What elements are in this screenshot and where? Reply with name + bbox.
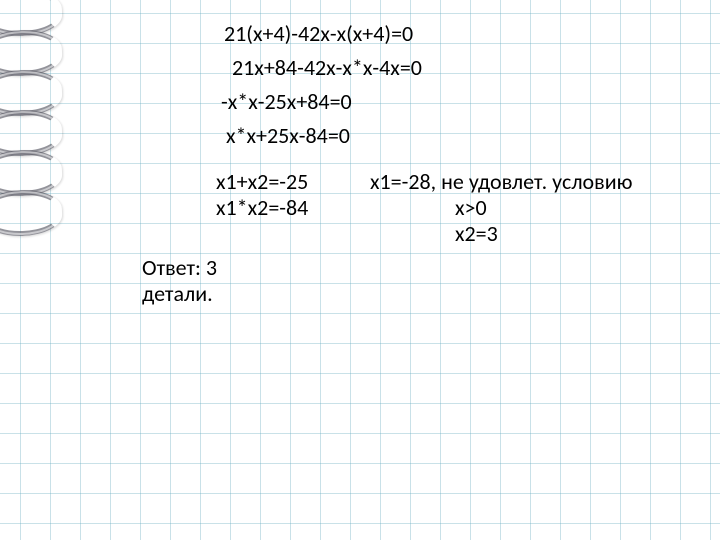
page-root: 21(х+4)-42х-х(х+4)=0 21х+84-42х-х*х-4х=0…: [0, 0, 720, 540]
condition: х>0: [455, 194, 487, 221]
root-2: х2=3: [455, 220, 498, 247]
grid-background: [0, 0, 720, 540]
equation-line-4: х*х+25х-84=0: [226, 122, 350, 149]
binding-ring: [0, 189, 63, 238]
answer-line-2: детали.: [142, 280, 213, 307]
vieta-sum: х1+х2=-25: [216, 168, 308, 195]
answer-line-1: Ответ: 3: [142, 254, 217, 281]
equation-line-1: 21(х+4)-42х-х(х+4)=0: [224, 20, 413, 47]
spiral-binding: [0, 0, 80, 540]
root-1: х1=-28, не удовлет. условию: [370, 168, 632, 195]
equation-line-2: 21х+84-42х-х*х-4х=0: [232, 54, 422, 81]
vieta-product: х1*х2=-84: [216, 194, 308, 221]
equation-line-3: -х*х-25х+84=0: [221, 88, 352, 115]
